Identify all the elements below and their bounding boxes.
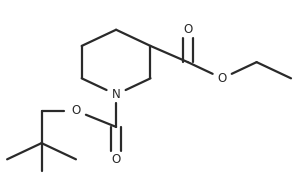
Text: N: N	[112, 88, 120, 101]
Text: O: O	[111, 153, 121, 166]
Text: O: O	[71, 104, 81, 117]
Text: O: O	[183, 23, 192, 36]
Text: O: O	[218, 72, 227, 85]
